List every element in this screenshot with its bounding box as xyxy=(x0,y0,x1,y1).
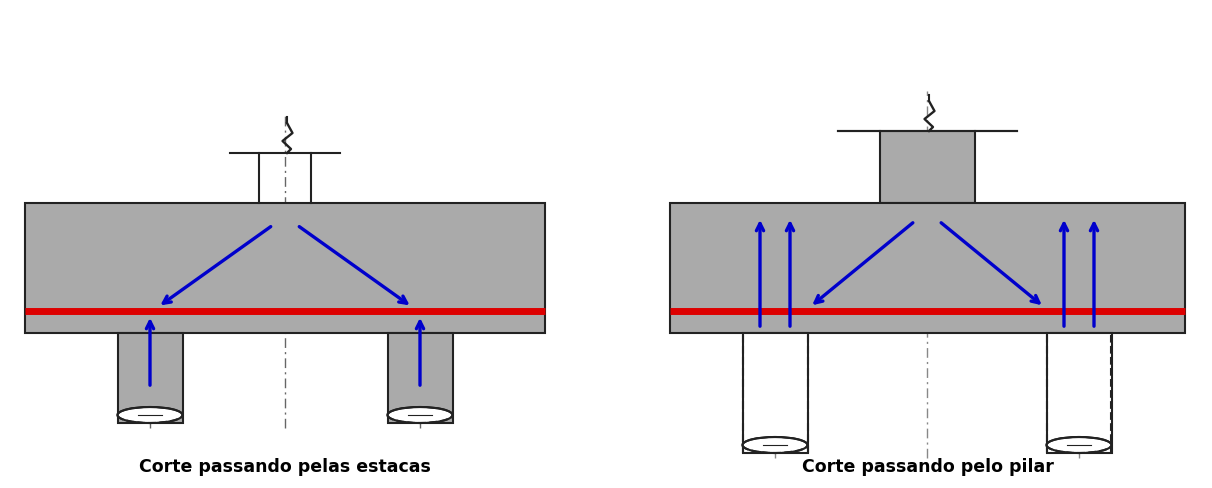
Bar xyxy=(670,203,1185,333)
Ellipse shape xyxy=(388,407,452,423)
Bar xyxy=(1046,333,1111,453)
Bar xyxy=(118,333,183,423)
Ellipse shape xyxy=(1046,437,1111,453)
Text: Corte passando pelas estacas: Corte passando pelas estacas xyxy=(139,457,431,475)
Bar xyxy=(743,333,807,453)
Ellipse shape xyxy=(118,407,183,423)
Ellipse shape xyxy=(743,437,807,453)
Bar xyxy=(880,132,974,203)
Text: Corte passando pelo pilar: Corte passando pelo pilar xyxy=(801,457,1053,475)
Bar xyxy=(25,203,545,333)
Bar xyxy=(388,333,452,423)
